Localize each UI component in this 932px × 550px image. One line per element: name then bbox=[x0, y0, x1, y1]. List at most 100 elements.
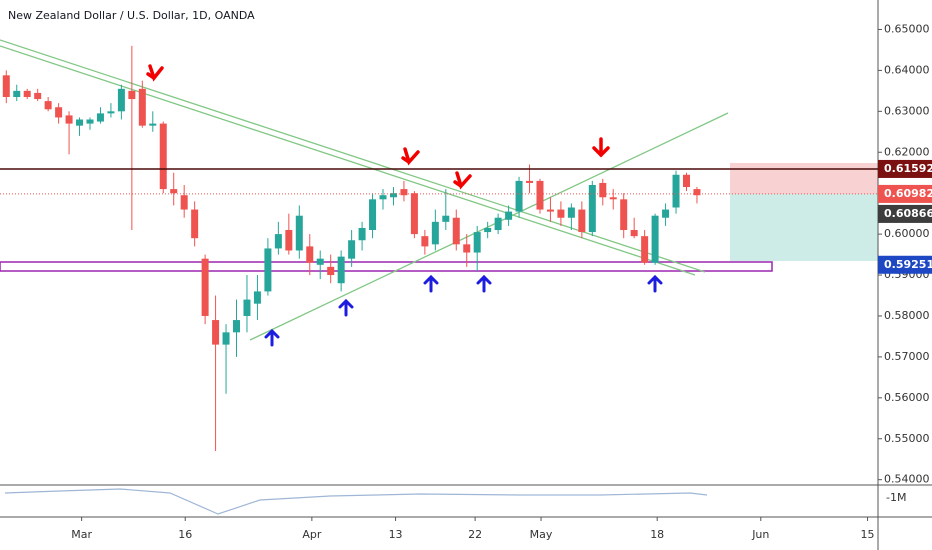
candle-body bbox=[651, 215, 659, 263]
candle-body bbox=[662, 209, 670, 218]
candle-body bbox=[44, 101, 52, 110]
reward-zone bbox=[730, 194, 878, 261]
candle-body bbox=[107, 111, 115, 114]
candle-body bbox=[274, 234, 282, 249]
candle-body bbox=[609, 197, 617, 200]
candle-body bbox=[327, 266, 335, 276]
candle-body bbox=[442, 215, 450, 222]
x-tick-label: 18 bbox=[650, 528, 664, 541]
candle-body bbox=[630, 230, 638, 237]
indicator-label: -1M bbox=[886, 491, 906, 504]
candle-body bbox=[641, 236, 649, 263]
candle-body bbox=[410, 193, 418, 235]
candle-body bbox=[557, 209, 565, 218]
y-tick-label: 0.58000 bbox=[884, 309, 930, 322]
candle-body bbox=[473, 232, 481, 253]
risk-zone bbox=[730, 163, 878, 194]
trend-line bbox=[0, 45, 696, 276]
trend-line bbox=[0, 39, 706, 273]
candle-body bbox=[337, 256, 345, 284]
candle-body bbox=[463, 244, 471, 253]
candle-body bbox=[253, 291, 261, 304]
candle-body bbox=[400, 189, 408, 196]
candle-body bbox=[567, 207, 575, 218]
candle-body bbox=[285, 230, 293, 251]
candle-body bbox=[159, 123, 167, 190]
up-arrows bbox=[264, 274, 663, 347]
candle-body bbox=[421, 236, 429, 247]
price-tag-label: 0.61592 bbox=[884, 162, 932, 175]
candle-body bbox=[128, 90, 136, 100]
candle-body bbox=[191, 209, 199, 239]
candle-body bbox=[348, 240, 356, 259]
candle-body bbox=[149, 123, 157, 126]
x-tick-label: May bbox=[530, 528, 553, 541]
x-tick-label: 13 bbox=[389, 528, 403, 541]
candle-body bbox=[588, 184, 596, 233]
candle-body bbox=[316, 258, 324, 265]
candle-body bbox=[452, 217, 460, 245]
candle-body bbox=[212, 320, 220, 345]
candle-body bbox=[672, 174, 680, 208]
y-tick-label: 0.54000 bbox=[884, 473, 930, 486]
candle-body bbox=[65, 115, 73, 124]
candle-body bbox=[222, 332, 230, 345]
candle-body bbox=[96, 113, 104, 122]
y-tick-label: 0.60000 bbox=[884, 227, 930, 240]
price-tag-label: 0.59251 bbox=[884, 258, 932, 271]
candle-body bbox=[13, 90, 21, 97]
y-tick-label: 0.65000 bbox=[884, 22, 930, 35]
candle-body bbox=[526, 180, 534, 183]
x-tick-label: 22 bbox=[468, 528, 482, 541]
y-tick-label: 0.64000 bbox=[884, 63, 930, 76]
price-tag bbox=[878, 204, 932, 223]
y-tick-label: 0.55000 bbox=[884, 432, 930, 445]
x-tick-label: Apr bbox=[302, 528, 322, 541]
candle-body bbox=[295, 215, 303, 251]
x-tick-label: 16 bbox=[178, 528, 192, 541]
y-tick-label: 0.63000 bbox=[884, 104, 930, 117]
candle-body bbox=[55, 107, 63, 118]
candle-body bbox=[233, 320, 241, 333]
candle-body bbox=[389, 193, 397, 198]
trend-line bbox=[249, 112, 729, 341]
candle-body bbox=[2, 75, 10, 97]
candle-body bbox=[431, 221, 439, 245]
candle-body bbox=[86, 119, 94, 124]
candle-body bbox=[201, 258, 209, 316]
candle-body bbox=[578, 209, 586, 233]
down-arrows bbox=[146, 64, 610, 190]
candle-body bbox=[620, 199, 628, 231]
price-tag bbox=[878, 255, 932, 274]
candle-body bbox=[117, 88, 125, 112]
y-tick-label: 0.57000 bbox=[884, 350, 930, 363]
candle-body bbox=[34, 92, 42, 100]
candle-body bbox=[23, 90, 31, 97]
candle-body bbox=[170, 189, 178, 194]
candle-body bbox=[546, 209, 554, 212]
candle-body bbox=[599, 182, 607, 198]
price-tag-label: 0.60982 bbox=[884, 187, 932, 200]
candle-body bbox=[369, 199, 377, 231]
candle-body bbox=[693, 189, 701, 196]
price-tag bbox=[878, 159, 932, 178]
x-tick-label: Mar bbox=[71, 528, 92, 541]
x-tick-label: 15 bbox=[861, 528, 875, 541]
y-tick-label: 0.62000 bbox=[884, 145, 930, 158]
candle-body bbox=[138, 88, 146, 126]
chart-title: New Zealand Dollar / U.S. Dollar, 1D, OA… bbox=[8, 9, 255, 22]
candle-body bbox=[536, 180, 544, 210]
candle-body bbox=[180, 195, 188, 210]
candle-body bbox=[243, 299, 251, 316]
candle-body bbox=[505, 211, 513, 220]
indicator-line bbox=[4, 488, 708, 515]
price-tag bbox=[878, 184, 932, 203]
candle-body bbox=[515, 180, 523, 212]
price-tag-label: 0.60866 bbox=[884, 207, 932, 220]
candle-body bbox=[264, 248, 272, 292]
candle-body bbox=[484, 227, 492, 233]
candle-body bbox=[682, 174, 690, 188]
support-zone bbox=[0, 261, 773, 272]
